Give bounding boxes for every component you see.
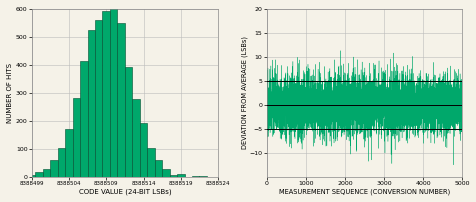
- Bar: [147, 147, 154, 177]
- Bar: [72, 98, 80, 177]
- Bar: [50, 160, 58, 177]
- Bar: [35, 172, 43, 177]
- Bar: [125, 66, 132, 177]
- Bar: [28, 175, 35, 177]
- Bar: [110, 2, 117, 177]
- Y-axis label: NUMBER OF HITS: NUMBER OF HITS: [7, 63, 13, 123]
- Bar: [65, 128, 72, 177]
- Bar: [58, 148, 65, 177]
- Bar: [169, 175, 177, 177]
- Bar: [95, 20, 102, 177]
- Bar: [80, 61, 88, 177]
- X-axis label: MEASUREMENT SEQUENCE (CONVERSION NUMBER): MEASUREMENT SEQUENCE (CONVERSION NUMBER): [278, 188, 449, 195]
- Y-axis label: DEVIATION FROM AVERAGE (LSBs): DEVIATION FROM AVERAGE (LSBs): [241, 36, 248, 149]
- Bar: [177, 174, 184, 177]
- X-axis label: CODE VALUE (24-BIT LSBs): CODE VALUE (24-BIT LSBs): [79, 188, 171, 195]
- Bar: [117, 23, 125, 177]
- Bar: [88, 31, 95, 177]
- Bar: [43, 169, 50, 177]
- Bar: [192, 176, 199, 177]
- Bar: [199, 176, 207, 177]
- Bar: [102, 11, 110, 177]
- Bar: [154, 160, 162, 177]
- Bar: [132, 99, 139, 177]
- Bar: [162, 169, 169, 177]
- Bar: [139, 123, 147, 177]
